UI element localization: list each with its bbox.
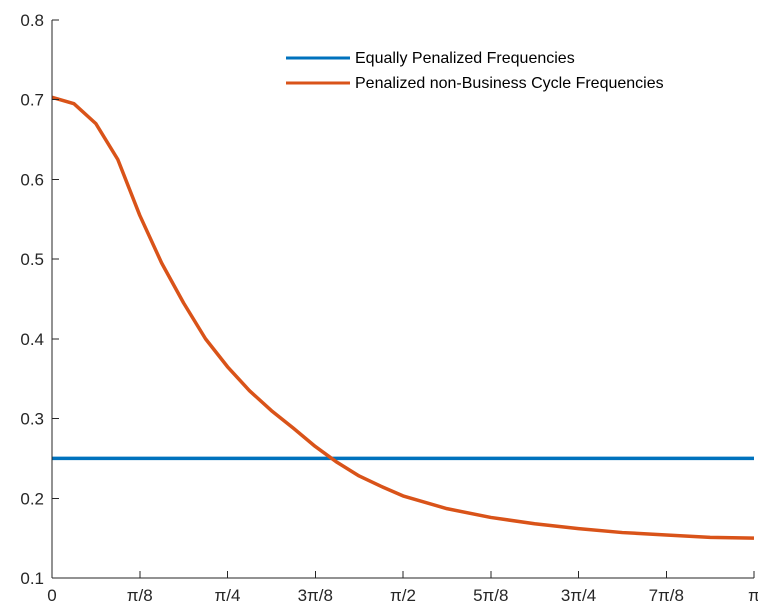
series-line-2	[51, 95, 755, 540]
y-tick-label: 0.2	[20, 489, 44, 508]
y-tick-label: 0.1	[20, 569, 44, 588]
y-tick-label: 0.4	[20, 330, 44, 349]
x-tick-label: π	[748, 586, 758, 605]
x-tick-label: π/2	[390, 586, 416, 605]
legend: Equally Penalized Frequencies Penalized …	[286, 50, 664, 92]
x-ticks: 0 π/8 π/4 3π/8 π/2 5π/8 3π/4 7π/8 π	[47, 571, 758, 605]
x-tick-label: 7π/8	[649, 586, 684, 605]
y-tick-label: 0.7	[20, 91, 44, 110]
y-tick-label: 0.8	[20, 11, 44, 30]
y-tick-label: 0.3	[20, 410, 44, 429]
x-tick-label: 3π/8	[298, 586, 333, 605]
x-tick-label: π/8	[127, 586, 153, 605]
x-tick-label: π/4	[215, 586, 241, 605]
x-tick-label: 5π/8	[473, 586, 508, 605]
legend-label-series-2: Penalized non-Business Cycle Frequencies	[355, 75, 664, 92]
x-tick-label: 3π/4	[561, 586, 596, 605]
x-tick-label: 0	[47, 586, 56, 605]
series-layer	[51, 95, 755, 540]
legend-label-series-1: Equally Penalized Frequencies	[355, 50, 575, 67]
y-tick-label: 0.5	[20, 250, 44, 269]
y-tick-label: 0.6	[20, 170, 44, 189]
y-ticks: 0.1 0.2 0.3 0.4 0.5 0.6 0.7 0.8	[20, 11, 59, 588]
